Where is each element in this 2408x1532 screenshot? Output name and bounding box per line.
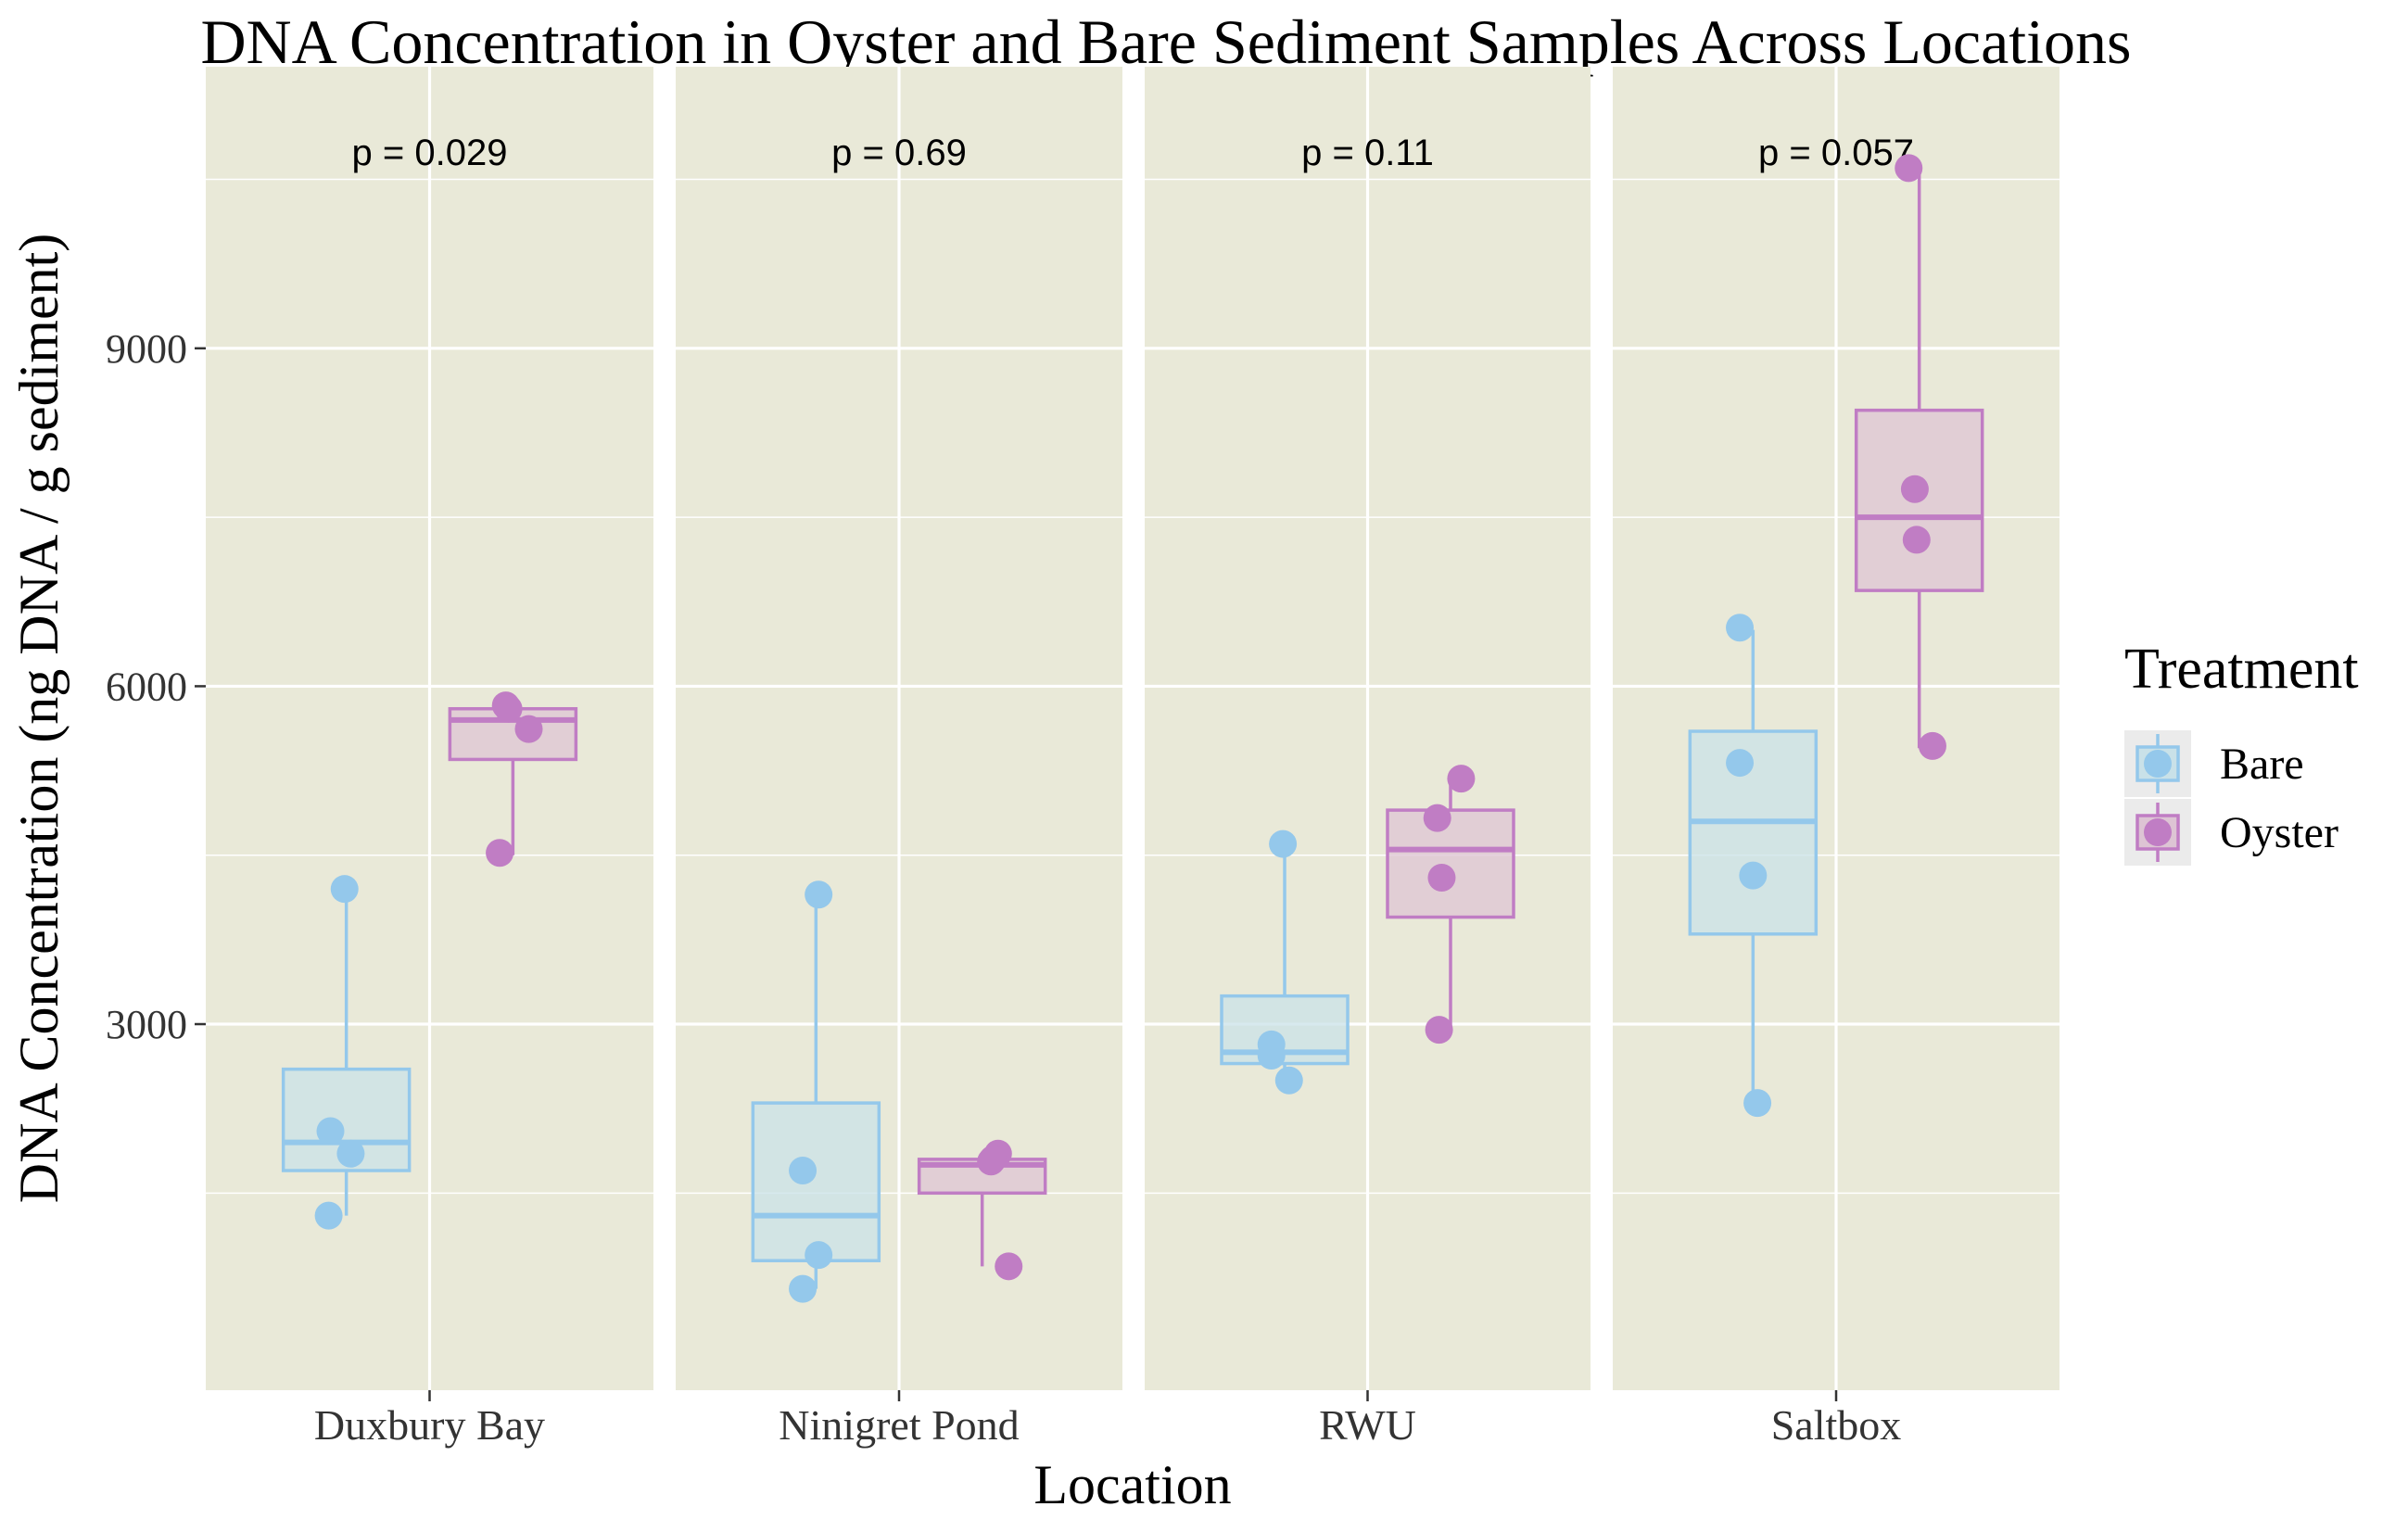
data-point xyxy=(789,1157,817,1185)
y-tick-label: 3000 xyxy=(106,1002,187,1047)
data-point xyxy=(1427,864,1456,893)
legend-label: Bare xyxy=(2220,740,2304,789)
box-bare xyxy=(751,880,881,1303)
data-point xyxy=(1726,749,1755,778)
box-oyster xyxy=(1386,765,1515,1045)
data-point xyxy=(1743,1089,1772,1118)
chart-title: DNA Concentration in Oyster and Bare Sed… xyxy=(200,6,2131,77)
data-point xyxy=(1739,861,1768,890)
legend-entry-oyster: Oyster xyxy=(2124,799,2338,866)
box-iqr xyxy=(751,1101,881,1262)
legend-label: Oyster xyxy=(2220,808,2338,857)
data-point xyxy=(1447,765,1476,793)
data-point xyxy=(1257,1042,1286,1070)
legend-title: Treatment xyxy=(2124,638,2359,701)
data-point xyxy=(314,1201,343,1230)
y-tick-label: 9000 xyxy=(106,326,187,372)
box-bare xyxy=(1220,829,1350,1095)
data-point xyxy=(979,1145,1008,1173)
data-point xyxy=(1918,731,1946,760)
data-point xyxy=(1423,804,1451,832)
data-point xyxy=(1269,829,1298,858)
data-point xyxy=(1895,154,1923,183)
box-iqr xyxy=(1688,729,1819,936)
data-point xyxy=(486,839,514,867)
facet-duxbury-bay: p = 0.029 Duxbury Bay xyxy=(206,67,653,1449)
box-bare xyxy=(281,875,412,1230)
data-point xyxy=(494,694,523,723)
pvalue-label: p = 0.69 xyxy=(831,133,967,173)
data-point xyxy=(1425,1016,1453,1045)
y-tick-label: 6000 xyxy=(106,664,187,709)
legend-entry-bare: Bare xyxy=(2124,730,2304,797)
facet-rwu: p = 0.11 RWU xyxy=(1145,67,1591,1449)
data-point xyxy=(336,1139,365,1168)
data-point xyxy=(316,1117,345,1146)
x-tick-label: Duxbury Bay xyxy=(314,1401,545,1449)
box-bare xyxy=(1688,614,1819,1118)
box-oyster xyxy=(448,691,578,867)
box-iqr xyxy=(1386,808,1515,919)
legend-key-point xyxy=(2144,818,2172,846)
pvalue-label: p = 0.057 xyxy=(1758,133,1914,173)
pvalue-label: p = 0.029 xyxy=(352,133,508,173)
legend: Treatment Bare Oyster xyxy=(2124,638,2359,866)
data-point xyxy=(805,880,833,909)
data-point xyxy=(330,875,359,904)
y-axis-label: DNA Concentration (ng DNA / g sediment) xyxy=(8,234,70,1204)
data-point xyxy=(514,715,543,743)
box-oyster xyxy=(1854,154,1984,760)
x-tick-label: Ninigret Pond xyxy=(779,1401,1019,1449)
facet-panels: p = 0.029 Duxbury Bay p = 0.69 Ninigret Pon… xyxy=(206,67,2059,1449)
x-tick-label: Saltbox xyxy=(1771,1401,1902,1449)
data-point xyxy=(1274,1066,1303,1095)
data-point xyxy=(805,1241,833,1270)
data-point xyxy=(1902,525,1931,554)
y-axis: 3000 6000 9000 xyxy=(106,326,206,1047)
data-point xyxy=(995,1252,1023,1281)
box-oyster xyxy=(917,1139,1047,1281)
facet-ninigret-pond: p = 0.69 Ninigret Pond xyxy=(676,67,1122,1449)
data-point xyxy=(1900,475,1929,503)
x-axis-label: Location xyxy=(1033,1454,1231,1515)
facet-saltbox: p = 0.057 Saltbox xyxy=(1613,67,2059,1449)
data-point xyxy=(789,1274,817,1303)
data-point xyxy=(1726,614,1755,642)
pvalue-label: p = 0.11 xyxy=(1301,133,1434,173)
legend-key-point xyxy=(2144,750,2172,778)
x-tick-label: RWU xyxy=(1319,1401,1416,1449)
